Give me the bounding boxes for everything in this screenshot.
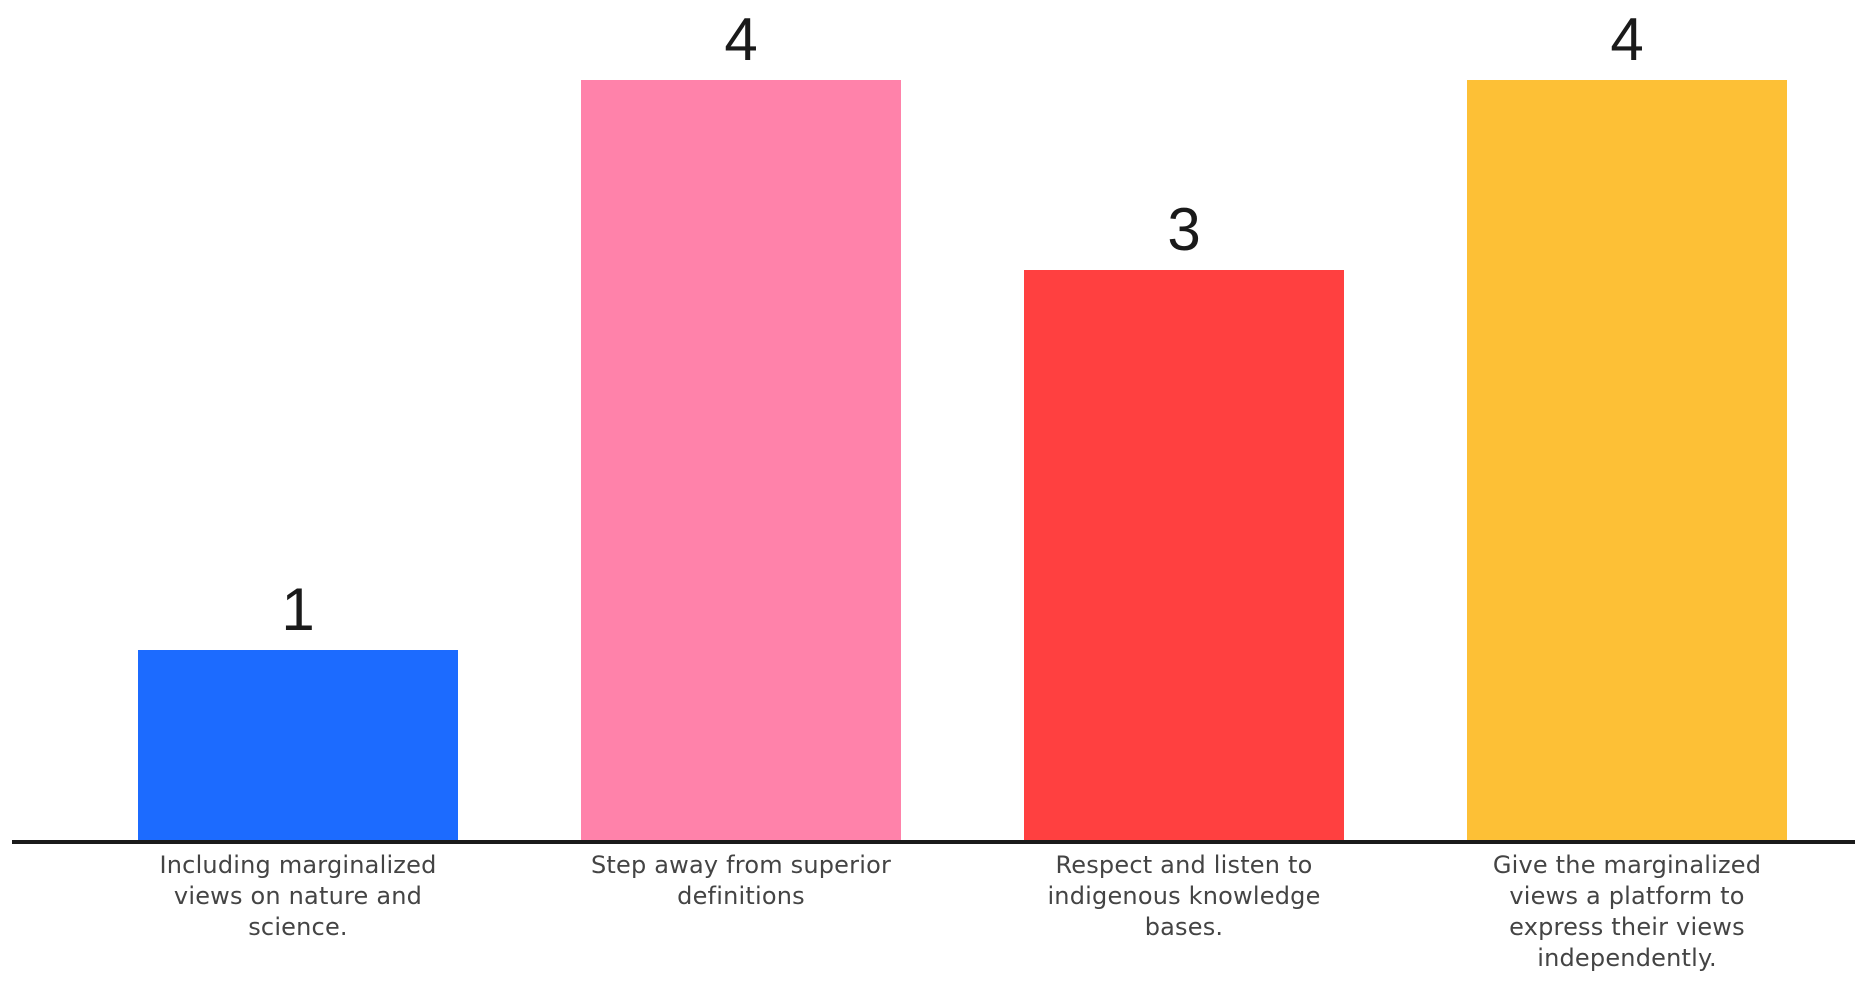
category-label-4: Give the marginalized views a platform t… — [1492, 851, 1762, 972]
bar-value-label-2: 4 — [724, 6, 757, 73]
bar-4 — [1467, 80, 1787, 840]
category-label-2: Step away from superior definitions — [590, 851, 892, 910]
bar-1 — [138, 650, 458, 840]
bar-value-label-3: 3 — [1167, 196, 1200, 263]
bar-value-label-4: 4 — [1610, 6, 1643, 73]
bar-value-label-1: 1 — [281, 576, 314, 643]
bar-2 — [581, 80, 901, 840]
category-label-1: Including marginalized views on nature a… — [159, 851, 437, 941]
bar-3 — [1024, 270, 1344, 840]
category-label-3: Respect and listen to indigenous knowled… — [1047, 851, 1321, 941]
